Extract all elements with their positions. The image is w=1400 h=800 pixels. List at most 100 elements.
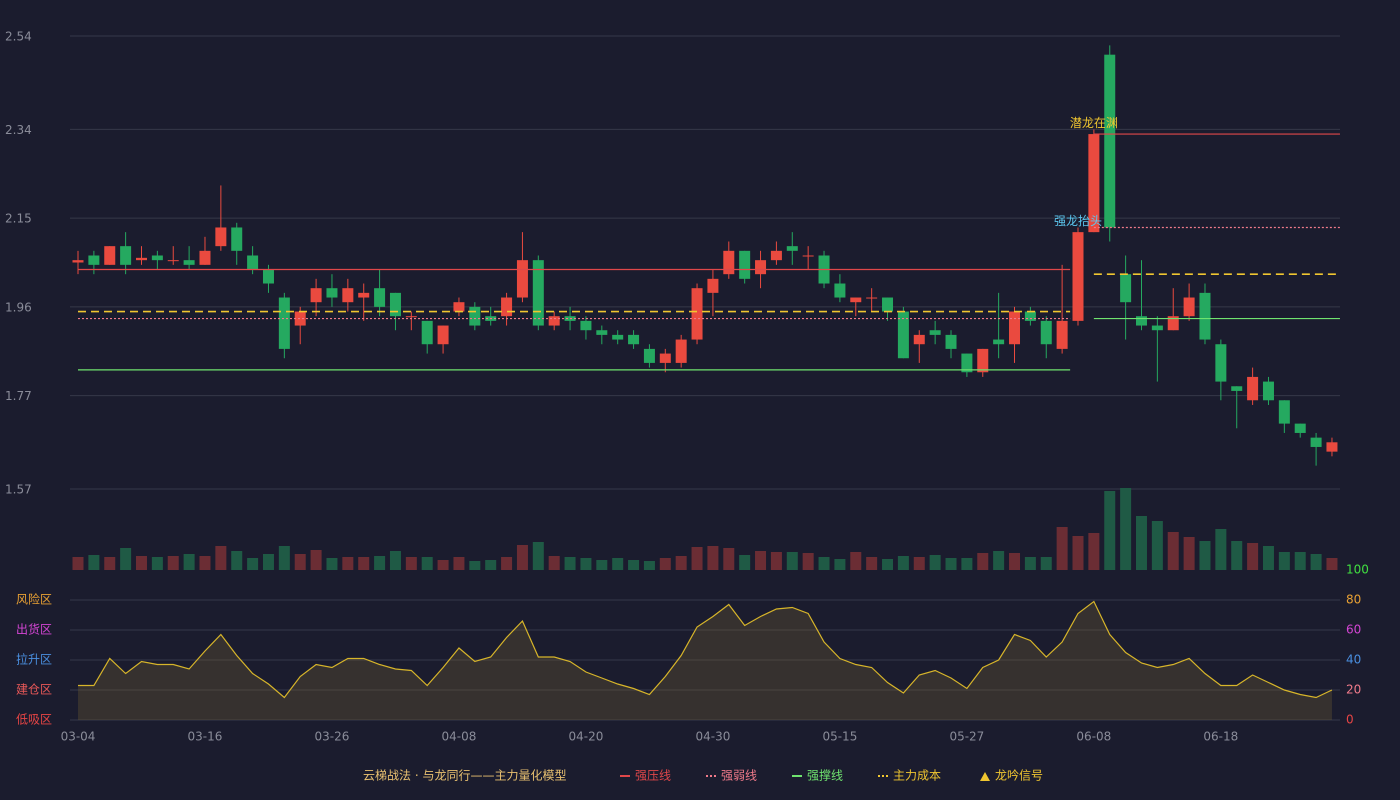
volume-bar: [501, 557, 513, 570]
x-tick-label: 06-18: [1203, 730, 1238, 744]
candle-body: [1104, 54, 1116, 228]
candle-body: [1199, 292, 1211, 340]
volume-bar: [310, 550, 322, 570]
volume-bar: [358, 557, 370, 570]
volume-bar: [199, 556, 211, 570]
x-tick-label: 04-20: [568, 730, 603, 744]
osc-tick-label: 100: [1346, 563, 1369, 577]
candle-body: [1040, 320, 1052, 345]
candle-body: [405, 316, 417, 318]
volume-bar: [104, 557, 116, 570]
volume-bar: [628, 560, 640, 570]
volume-bar: [421, 557, 433, 570]
volume-bar: [786, 552, 798, 570]
legend-label: 强撑线: [807, 768, 843, 783]
volume-bar: [389, 551, 401, 570]
volume-bar: [929, 555, 941, 570]
candle-body: [643, 348, 655, 363]
volume-bar: [1199, 541, 1211, 570]
candle-body: [1151, 325, 1163, 331]
volume-bar: [1072, 536, 1084, 570]
x-tick-label: 06-08: [1076, 730, 1111, 744]
candle-body: [437, 325, 449, 345]
candle-body: [945, 334, 957, 349]
legend-label: 主力成本: [893, 769, 941, 783]
volume-bar: [1167, 532, 1179, 570]
volume-bar: [120, 548, 132, 570]
candle-body: [834, 283, 846, 298]
candle-body: [247, 255, 259, 270]
x-tick-label: 05-15: [822, 730, 857, 744]
candle-body: [453, 302, 465, 312]
signal-label: 强龙抬头: [1054, 214, 1102, 228]
volume-bar: [1151, 521, 1163, 570]
volume-bar: [167, 556, 179, 570]
candle-body: [469, 306, 481, 326]
candle-body: [723, 250, 735, 275]
candle-body: [691, 288, 703, 340]
candle-body: [1120, 274, 1132, 303]
candle-body: [612, 334, 624, 340]
volume-bar: [437, 560, 449, 570]
candle-body: [628, 334, 640, 345]
volume-bar: [1310, 554, 1322, 570]
candle-body: [1231, 386, 1243, 391]
candle-body: [675, 339, 687, 363]
volume-bar: [691, 547, 703, 570]
candle-body: [72, 260, 84, 263]
zone-label: 风险区: [16, 592, 52, 607]
x-tick-label: 05-27: [949, 730, 984, 744]
volume-bar: [770, 552, 782, 570]
volume-bar: [1294, 552, 1306, 570]
candle-body: [770, 250, 782, 261]
candle-body: [167, 260, 179, 262]
candle-body: [120, 246, 132, 265]
candle-body: [516, 260, 528, 298]
osc-tick-label: 60: [1346, 623, 1361, 637]
volume-bar: [977, 553, 989, 570]
signal-legend: 龙吟信号: [995, 768, 1043, 783]
volume-bar: [1009, 553, 1021, 570]
volume-bar: [755, 551, 767, 570]
volume-bar: [342, 557, 354, 570]
volume-bar: [945, 558, 957, 570]
volume-bar: [1024, 557, 1036, 570]
candle-body: [389, 292, 401, 317]
candle-body: [755, 260, 767, 275]
candle-body: [421, 320, 433, 345]
candle-body: [739, 250, 751, 279]
osc-tick-label: 20: [1346, 683, 1361, 697]
candle-body: [1215, 344, 1227, 382]
volume-bar: [1215, 529, 1227, 570]
volume-bar: [1247, 543, 1259, 570]
candle-body: [1262, 381, 1274, 401]
volume-bar: [231, 551, 243, 570]
volume-bar: [1231, 541, 1243, 570]
candle-body: [135, 257, 147, 261]
volume-bar: [294, 554, 306, 570]
candle-body: [786, 246, 798, 251]
volume-bar: [1135, 516, 1147, 570]
candle-body: [183, 260, 195, 265]
y-tick-label: 2.54: [5, 30, 32, 44]
candle-body: [850, 297, 862, 303]
volume-bar: [485, 560, 497, 570]
x-tick-label: 03-26: [315, 730, 350, 744]
volume-bar: [834, 559, 846, 570]
volume-bar: [897, 556, 909, 570]
candle-body: [1183, 297, 1195, 317]
candle-body: [262, 269, 274, 284]
osc-line: [78, 600, 1333, 699]
osc-tick-label: 0: [1346, 713, 1354, 727]
candle-body: [1088, 134, 1100, 233]
volume-bar: [802, 553, 814, 570]
candle-body: [929, 330, 941, 335]
zone-label: 低吸区: [16, 713, 52, 727]
candle-body: [1135, 316, 1147, 326]
candle-body: [231, 227, 243, 251]
volume-bar: [469, 561, 481, 570]
candle-body: [866, 297, 878, 299]
zone-label: 拉升区: [16, 652, 52, 667]
volume-bar: [1104, 491, 1116, 570]
candle-body: [1310, 437, 1322, 447]
